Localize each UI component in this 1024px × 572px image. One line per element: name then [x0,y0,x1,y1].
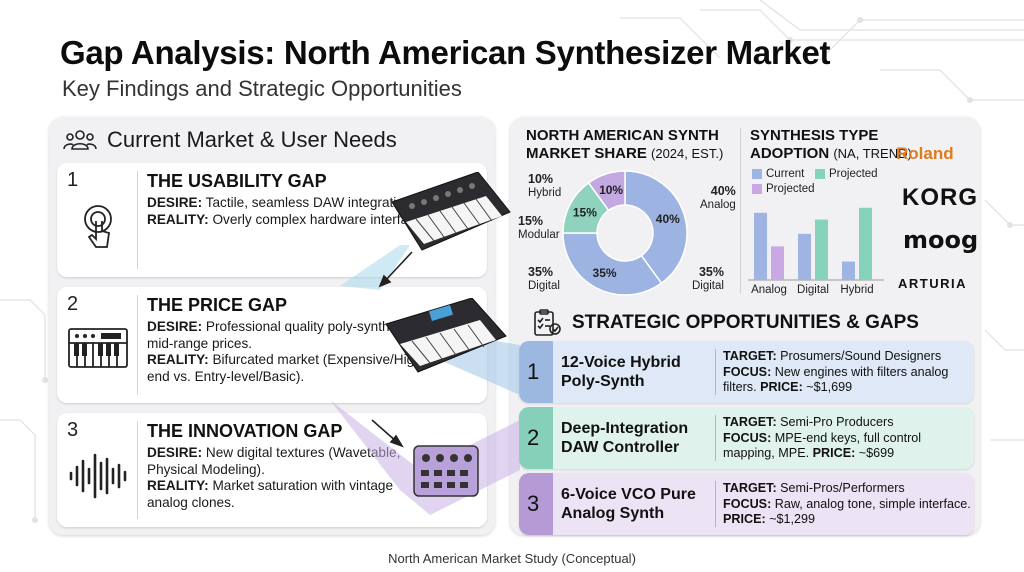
donut-slice-label: 10% [599,183,623,197]
brand-korg: KORG [902,184,978,211]
opportunity-name: 6-Voice VCO Pure Analog Synth [561,486,696,522]
brand-arturia: ARTURIA [898,276,967,291]
gap-divider [137,171,138,269]
opportunity-desc: TARGET: Prosumers/Sound Designers FOCUS:… [723,349,949,394]
opportunity-accent [519,473,553,535]
gap-title: THE USABILITY GAP [147,171,327,191]
desire-text: Tactile, seamless DAW integration. [205,195,416,210]
chart-divider [740,128,741,294]
legend-projected: Projected [815,168,878,180]
synth-illustration-1 [391,172,511,251]
opportunity-name: 12-Voice Hybrid Poly-Synth [561,354,681,390]
bar-hybrid-projected [859,207,872,280]
adoption-bar-chart: Analog Digital Hybrid [748,207,884,296]
gap-title: THE PRICE GAP [147,295,288,315]
pie-label-digital-left: 35% Digital [528,265,560,293]
desire-label: DESIRE: [147,195,203,210]
opportunity-card-2: 2 Deep-Integration DAW Controller TARGET… [519,407,974,469]
adoption-title-line2: ADOPTION [750,145,830,162]
current-market-header: Current Market & User Needs [63,127,397,153]
gap-divider [137,295,138,395]
page-subtitle: Key Findings and Strategic Opportunities [62,76,462,101]
opportunity-desc: TARGET: Semi-Pro Producers FOCUS: MPE-en… [723,415,922,460]
donut-slice-label: 35% [593,266,617,280]
gap-number: 2 [67,293,79,315]
current-market-heading: Current Market & User Needs [107,127,397,152]
reality-text: Bifurcated market (Expensive/High-end vs… [147,352,427,384]
page-title: Gap Analysis: North American Synthesizer… [60,34,831,71]
gap-number: 3 [67,419,79,441]
synth-illustration-2 [385,298,507,373]
gap-body: DESIRE: New digital textures (Wavetable,… [147,445,437,511]
synth-illustration-3 [413,445,479,497]
gap-divider [137,421,138,519]
market-share-donut: 40% 35% 15%10% [562,170,688,296]
pie-label-modular: 15% Modular [518,214,560,242]
clipboard-check-icon [534,309,561,336]
bar-category-label: Analog [751,284,787,296]
opportunity-divider [715,415,716,461]
opportunity-divider [715,481,716,527]
footer-note: North American Market Study (Conceptual) [388,551,636,566]
adoption-note: (NA, TREND) [833,146,912,161]
donut-slice-label: 40% [656,212,680,226]
gap-body: DESIRE: Professional quality poly-synths… [147,319,437,385]
brand-roland: Roland [896,144,954,163]
donut-slice-digital [562,232,663,296]
adoption-title: SYNTHESIS TYPE ADOPTION (NA, TREND) [750,127,912,163]
bar-analog-projected [771,246,784,280]
bar-hybrid-current [842,261,855,280]
market-share-title-line1: NORTH AMERICAN SYNTH [526,127,719,144]
adoption-title-line1: SYNTHESIS TYPE [750,127,879,144]
opportunity-accent [519,341,553,403]
reality-label: REALITY: [147,352,209,367]
keyboard-icon [68,328,128,368]
gap-number: 1 [67,169,79,191]
desire-label: DESIRE: [147,319,203,334]
desire-text: Professional quality poly-synths at mid-… [147,319,412,351]
market-share-title: NORTH AMERICAN SYNTH MARKET SHARE (2024,… [526,127,723,163]
opportunity-name: Deep-Integration DAW Controller [561,420,689,456]
waveform-icon [69,453,127,499]
market-share-title-line2: MARKET SHARE [526,145,647,162]
users-icon [63,130,97,150]
touch-knob-icon [84,205,112,248]
opportunity-accent [519,407,553,469]
opportunities-heading: STRATEGIC OPPORTUNITIES & GAPS [572,312,919,333]
reality-text: Market saturation with vintage analog cl… [147,478,394,510]
bar-category-label: Digital [797,284,829,296]
bar-digital-current [798,233,811,280]
opportunity-number: 3 [527,491,540,516]
gap-body: DESIRE: Tactile, seamless DAW integratio… [147,195,437,228]
pie-label-digital-right: 35% Digital [692,265,724,293]
reality-label: REALITY: [147,211,209,227]
market-share-note: (2024, EST.) [651,146,724,161]
legend-current: Current [752,168,804,180]
gap-card-innovation: 3 THE INNOVATION GAP DESIRE: New digital… [57,413,487,527]
gap-card-usability: 1 THE USABILITY GAP DESIRE: Tactile, sea… [57,163,487,277]
donut-slice-analog [624,170,688,285]
donut-slice-hybrid [587,170,626,212]
opportunity-card-3: 3 6-Voice VCO Pure Analog Synth TARGET: … [519,473,974,535]
opportunity-card-1: 1 12-Voice Hybrid Poly-Synth TARGET: Pro… [519,341,974,403]
opportunities-header: STRATEGIC OPPORTUNITIES & GAPS [532,309,919,337]
gap-title: THE INNOVATION GAP [147,421,343,441]
desire-label: DESIRE: [147,445,203,460]
bar-analog-current [754,212,767,280]
donut-slice-label: 15% [573,206,597,220]
reality-text: Overly complex hardware interfaces. [212,211,434,227]
opportunity-number: 1 [527,359,540,384]
legend-projected-alt: Projected [752,183,815,195]
desire-text: New digital textures (Wavetable, Physica… [147,445,401,477]
pie-label-analog: 40% Analog [700,184,736,212]
opportunity-divider [715,349,716,395]
opportunity-desc: TARGET: Semi-Pros/Performers FOCUS: Raw,… [723,481,971,526]
brand-moog: moog [903,226,979,254]
opportunity-number: 2 [527,425,540,450]
reality-label: REALITY: [147,478,209,493]
pie-label-hybrid: 10% Hybrid [528,172,562,200]
bar-digital-projected [815,219,828,280]
bar-category-label: Hybrid [840,284,873,296]
